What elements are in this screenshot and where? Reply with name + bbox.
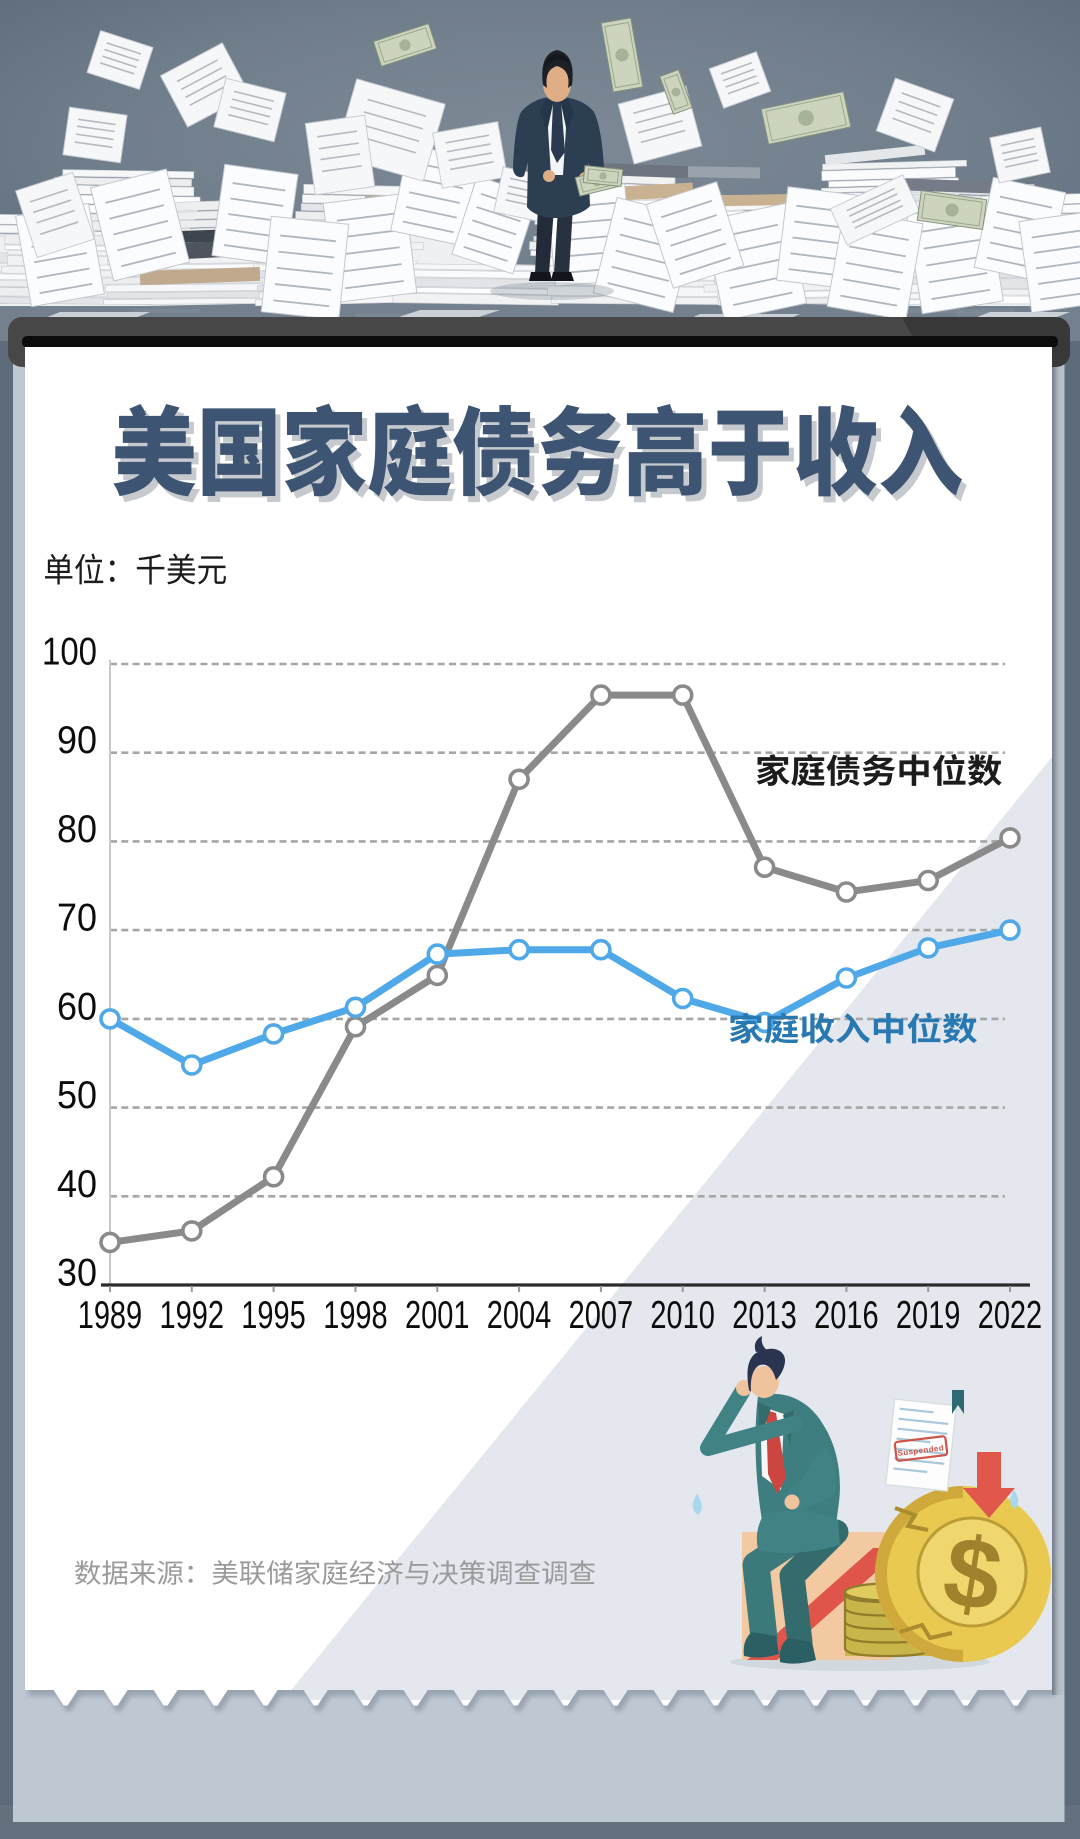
svg-text:2007: 2007 bbox=[569, 1294, 634, 1337]
svg-text:50: 50 bbox=[57, 1074, 97, 1117]
svg-text:90: 90 bbox=[57, 719, 97, 762]
svg-text:1992: 1992 bbox=[160, 1294, 225, 1337]
svg-text:100: 100 bbox=[42, 631, 97, 674]
svg-text:80: 80 bbox=[57, 808, 97, 851]
svg-text:1998: 1998 bbox=[323, 1294, 388, 1337]
svg-text:60: 60 bbox=[57, 985, 97, 1028]
svg-text:2004: 2004 bbox=[487, 1294, 552, 1337]
svg-text:2022: 2022 bbox=[978, 1294, 1042, 1337]
svg-text:40: 40 bbox=[57, 1163, 97, 1206]
svg-text:2013: 2013 bbox=[732, 1294, 797, 1337]
svg-text:1995: 1995 bbox=[241, 1294, 305, 1337]
svg-text:70: 70 bbox=[57, 897, 97, 940]
svg-text:1989: 1989 bbox=[78, 1294, 143, 1337]
svg-text:2010: 2010 bbox=[650, 1294, 715, 1337]
svg-text:2016: 2016 bbox=[814, 1294, 879, 1337]
svg-text:30: 30 bbox=[57, 1252, 97, 1295]
svg-text:2001: 2001 bbox=[405, 1294, 470, 1337]
svg-text:2019: 2019 bbox=[896, 1294, 961, 1337]
